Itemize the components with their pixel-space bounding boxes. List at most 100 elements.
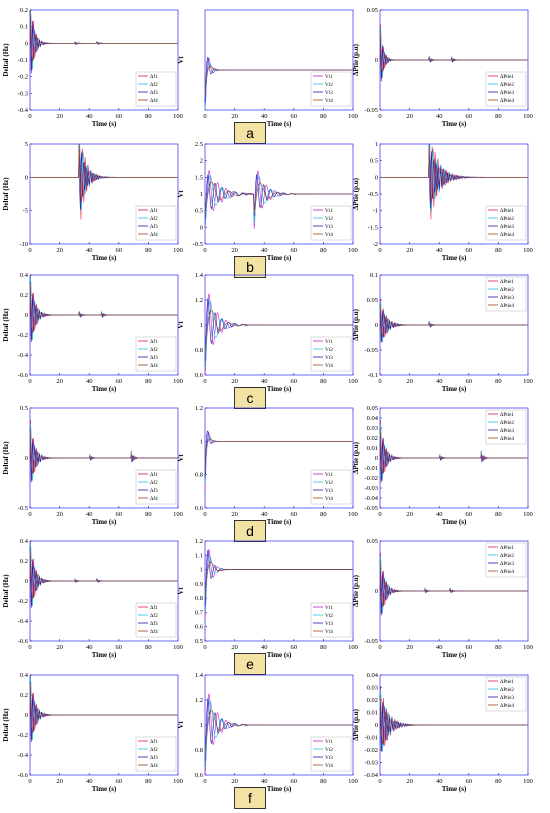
x-tick-label: 40: [261, 644, 268, 651]
x-tick-label: 20: [56, 778, 63, 785]
x-tick-label: 20: [231, 511, 238, 518]
legend-entry: Vt4: [325, 363, 333, 369]
legend-entry: Vt4: [325, 763, 333, 769]
legend-box: [135, 205, 177, 241]
series-line-1: [29, 274, 178, 341]
legend-entry: ΔPtie3: [500, 428, 514, 434]
series-line-2: [29, 676, 178, 740]
y-tick-label: -2: [373, 241, 378, 248]
x-tick-label: 100: [523, 511, 533, 518]
y-tick-label: -0.2: [18, 732, 28, 739]
y-tick-label: 0: [25, 712, 28, 719]
y-tick-label: 1: [200, 722, 203, 729]
legend-entry: ΔPtie1: [500, 545, 514, 551]
x-tick-label: 40: [436, 378, 443, 385]
legend-entry: ΔPtie1: [500, 679, 514, 685]
y-tick-label: 0: [375, 57, 378, 64]
y-tick-label: -10: [19, 241, 28, 248]
y-tick-label: -0.05: [364, 347, 378, 354]
x-tick-label: 60: [291, 778, 298, 785]
y-tick-label: 0.05: [367, 538, 378, 545]
x-tick-label: 0: [378, 778, 381, 785]
y-tick-label: 0.9: [195, 581, 203, 588]
legend-entry: Vt4: [325, 98, 333, 104]
x-tick-label: 100: [348, 113, 358, 120]
legend-entry: Δf1: [150, 471, 158, 478]
x-tick-label: 80: [495, 644, 502, 651]
legend-entry: ΔPtie3: [500, 295, 514, 301]
legend-entry: Δf4: [150, 762, 158, 769]
x-axis-label: Time (s): [92, 385, 117, 393]
y-axis-label: ΔPtie (p.u): [352, 708, 360, 741]
panel-f-volt: 0 20 40 60 80 100 0.6 0.8 1 1.2 1.4 Time (s) Vt Vt1 Vt…: [177, 672, 358, 793]
y-tick-label: -5: [23, 208, 28, 215]
x-tick-label: 0: [378, 511, 381, 518]
series-line-4: [204, 561, 353, 598]
y-tick-label: 0.6: [195, 772, 204, 779]
x-tick-label: 40: [261, 247, 268, 254]
y-tick-label: -0.05: [364, 638, 378, 645]
subfigure-tag: e: [234, 653, 266, 675]
y-axis-label: ΔPtie (p.u): [352, 43, 360, 76]
y-tick-label: 0.6: [195, 624, 204, 631]
y-tick-label: 0.8: [195, 347, 203, 354]
x-tick-label: 60: [116, 113, 123, 120]
x-tick-label: 0: [203, 644, 206, 651]
y-tick-label: -0.6: [18, 772, 29, 779]
x-tick-label: 100: [348, 511, 358, 518]
y-tick-label: -1.5: [368, 224, 378, 231]
y-tick-label: 2: [200, 158, 203, 165]
plot-frame: [204, 407, 354, 509]
legend-entry: Δf2: [150, 479, 158, 486]
legend-entry: Vt1: [325, 472, 333, 478]
legend-entry: ΔPtie1: [500, 208, 514, 214]
panel-d-volt: 0 20 40 60 80 100 0.6 0.8 1 1.2 Time (s) Vt Vt1 Vt2 Vt…: [177, 405, 358, 526]
x-tick-label: 60: [466, 511, 473, 518]
subfigure-tag: c: [234, 387, 266, 409]
y-tick-label: -0.01: [364, 465, 378, 472]
legend-entry: ΔPtie4: [500, 703, 514, 709]
panel-b-freq: 0 20 40 60 80 100 -10 -5 0 5 Time (s) Deltaf (Hz) Δf…: [2, 141, 183, 262]
y-tick-label: -0.4: [18, 352, 29, 359]
series-line-4: [379, 429, 528, 475]
series-line-4: [29, 283, 178, 334]
y-tick-label: -0.01: [364, 735, 378, 742]
y-tick-label: -0.1: [368, 372, 378, 379]
legend-entry: ΔPtie4: [500, 303, 514, 309]
subfigure-tag: d: [234, 520, 266, 542]
series-line-3: [29, 281, 178, 343]
legend-entry: Vt3: [325, 355, 333, 361]
series-line-4: [204, 709, 353, 754]
x-tick-label: 60: [116, 778, 123, 785]
legend-entry: Vt2: [325, 480, 333, 486]
series-line-4: [380, 147, 528, 203]
series-line-4: [379, 31, 528, 73]
series-line-4: [204, 181, 353, 214]
x-tick-label: 80: [320, 247, 327, 254]
panel-a-volt: 0 20 40 60 80 100 Time (s) Vt Vt1 Vt2 Vt3 Vt4: [177, 9, 358, 128]
x-axis-label: Time (s): [267, 785, 292, 793]
y-tick-label: -0.1: [18, 57, 28, 64]
legend-entry: Δf3: [150, 223, 158, 230]
x-tick-label: 100: [173, 113, 183, 120]
x-tick-label: 0: [28, 378, 31, 385]
x-tick-label: 20: [56, 247, 63, 254]
legend-entry: Δf4: [150, 231, 158, 238]
x-tick-label: 80: [145, 247, 152, 254]
y-axis-label: Deltaf (Hz): [2, 574, 10, 608]
series-line-3: [380, 143, 528, 209]
y-axis-label: ΔPtie (p.u): [352, 177, 360, 210]
x-axis-label: Time (s): [92, 651, 117, 659]
x-axis-label: Time (s): [92, 785, 117, 793]
y-axis-label: Vt: [177, 190, 185, 198]
legend-entry: ΔPtie3: [500, 224, 514, 230]
legend-entry: Δf3: [150, 754, 158, 761]
y-tick-label: 0.2: [20, 692, 28, 699]
series-line-1: [29, 9, 178, 71]
series-line-4: [29, 9, 178, 62]
x-tick-label: 60: [291, 247, 298, 254]
y-tick-label: 0.4: [20, 538, 29, 545]
series-line-4: [204, 438, 353, 470]
